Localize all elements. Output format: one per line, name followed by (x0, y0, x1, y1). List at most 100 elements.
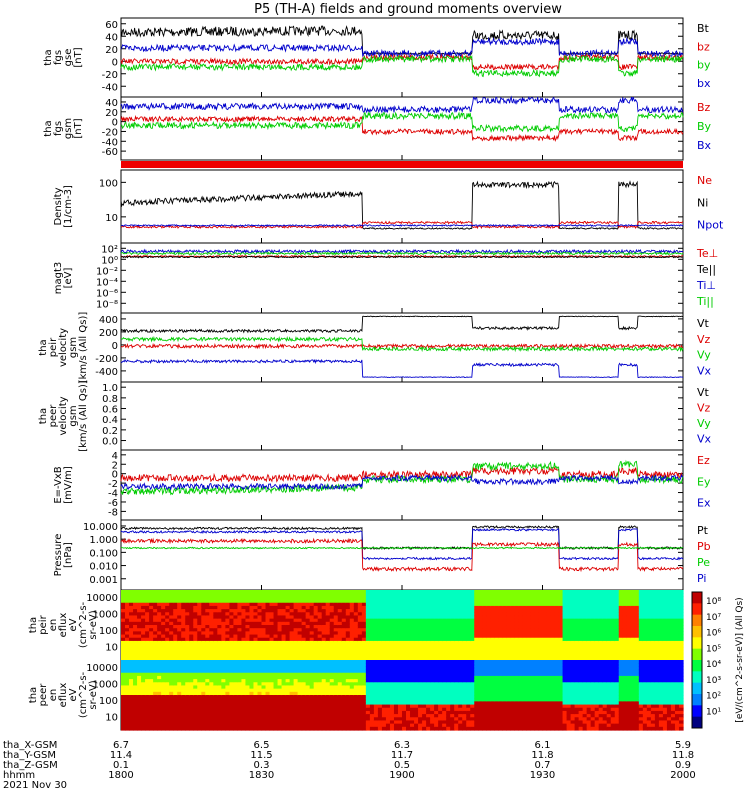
colorbar-tick: 10⁸ (706, 597, 721, 607)
panel-frame-pressure (120, 519, 684, 591)
ytick-label: 0.0 (102, 437, 118, 448)
vx-line (120, 358, 684, 379)
vz-line (120, 342, 684, 350)
xaxis-row-label: 2021 Nov 30 (3, 780, 67, 791)
ytick-label: 1.0 (102, 383, 118, 394)
ylabel-line: velocity (58, 328, 69, 367)
ytick-label: 0.4 (102, 415, 118, 426)
xaxis-row-label: tha_Y-GSM (3, 750, 56, 761)
ylabel-line: [nT] (73, 118, 84, 138)
ylabel-line: gsm (63, 118, 74, 139)
ytick-label: 10⁻⁴ (96, 277, 118, 288)
ylabel-line: Pressure (53, 534, 64, 577)
ylabel-line: Density (53, 187, 64, 225)
ti-perp-line (120, 248, 684, 255)
ytick-label: 0 (112, 470, 118, 481)
legend-pe: Pe (697, 556, 710, 569)
vt-line (120, 315, 684, 334)
ytick-label: 400 (99, 315, 118, 326)
ytick-label: 0.010 (89, 562, 118, 573)
ylabel-line: peir (48, 337, 59, 357)
ylabel-line: E=-VxB (53, 466, 64, 503)
xaxis-tick-value: 11.8 (531, 750, 553, 761)
peir-spectrogram (121, 590, 684, 661)
xaxis-tick-value: 1930 (530, 770, 555, 781)
xaxis-tick-value: 11.5 (250, 750, 272, 761)
ytick-label: 10.000 (83, 522, 118, 533)
ytick-label: 40 (105, 98, 118, 109)
ytick-label: 10⁻² (96, 266, 118, 277)
ytick-label: 10⁰ (101, 255, 118, 266)
ytick-label: 100 (99, 178, 118, 189)
xaxis-row-label: tha_X-GSM (3, 740, 57, 751)
legend-bz: Bz (697, 101, 711, 114)
legend-pb: Pb (697, 540, 711, 553)
ylabel-line: [km/s (All Qs)] (78, 312, 89, 384)
legend-bt: Bt (697, 22, 710, 35)
ylabel-line: [km/s (All Qs)] (78, 380, 89, 452)
ytick-label: -200 (95, 354, 118, 365)
colorbar: 10⁸ 10⁷ 10⁶ 10⁵ 10⁴ 10³ 10² 10¹ [eV/(cm^2-s-sr-e… (691, 591, 745, 729)
ytick-label: -2 (108, 479, 118, 490)
gsm-bz-line (120, 114, 684, 142)
legend-bx: bx (697, 77, 711, 90)
ylabel-line: tha (28, 687, 39, 703)
colorbar-swatch (692, 660, 702, 672)
ylabel-line: sr-eV) (88, 610, 99, 639)
ytick-label: -8 (108, 507, 118, 518)
ytick-label: 40 (105, 32, 118, 43)
gsm-by-line (120, 111, 684, 134)
ylabel-line: eflux (58, 613, 69, 638)
colorbar-swatch (692, 705, 702, 718)
xaxis-tick-value: 2000 (670, 770, 695, 781)
legend-npot: Npot (697, 219, 724, 232)
ylabel-line: magt3 (53, 262, 64, 295)
ylabel-line: gsm (68, 337, 79, 358)
ylabel-line: sr-eV) (88, 680, 99, 709)
plot-title: P5 (TH-A) fields and ground moments over… (254, 2, 562, 17)
vy-line (120, 335, 684, 353)
ytick-label: 0 (112, 118, 118, 129)
xaxis-row-label: hhmm (3, 770, 35, 781)
ytick-label: 1000 (93, 609, 118, 620)
ytick-label: 0 (112, 341, 118, 352)
ytick-label: 1.000 (89, 535, 118, 546)
ylabel-line: gsm (68, 405, 79, 426)
ytick-label: -6 (108, 498, 118, 509)
ytick-label: -20 (102, 127, 118, 138)
ytick-label: -40 (102, 82, 118, 93)
pi-line (120, 527, 684, 561)
ylabel-line: tha (43, 120, 54, 136)
xaxis-tick-value: 1900 (389, 770, 414, 781)
legend-pi: Pi (697, 572, 706, 585)
ytick-label: 0.6 (102, 405, 118, 416)
ytick-label: 10 (105, 642, 118, 653)
colorbar-swatch (692, 614, 702, 627)
ytick-label: 10000 (86, 593, 118, 604)
ylabel-line: tha (38, 408, 49, 424)
colorbar-swatch (692, 626, 702, 638)
xaxis-tick-value: 6.3 (394, 740, 410, 751)
ytick-label: 0.100 (89, 548, 118, 559)
xaxis-tick-value: 0.9 (675, 760, 691, 771)
legend-by: By (697, 120, 712, 133)
colorbar-label: [eV/(cm^2-s-sr-eV)] (All Qs) (735, 597, 745, 722)
ytick-label: 0.8 (102, 394, 118, 405)
pt-line (120, 525, 684, 551)
ylabel-line: en (48, 619, 59, 632)
colorbar-swatch (692, 682, 702, 695)
xaxis-tick-value: 6.5 (254, 740, 270, 751)
legend-vt: Vt (697, 386, 710, 399)
ylabel-line: eflux (58, 683, 69, 708)
colorbar-tick: 10¹ (706, 707, 721, 717)
ytick-label: 0.001 (89, 575, 118, 586)
ytick-label: 0 (112, 57, 118, 68)
legend-vx: Vx (697, 364, 712, 377)
legend-vy: Vy (697, 349, 711, 362)
colorbar-tick: 10⁵ (706, 644, 721, 654)
legend-by: by (697, 59, 711, 72)
ylabel-line: fgs (53, 50, 64, 65)
ylabel-line: [nPa] (63, 542, 74, 568)
legend-pt: Pt (697, 524, 709, 537)
